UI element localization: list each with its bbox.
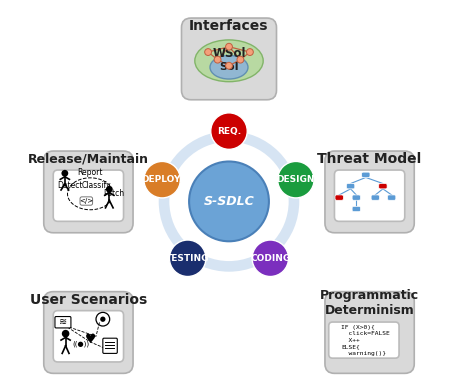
FancyBboxPatch shape [53,311,124,362]
Text: S-SDLC: S-SDLC [204,195,254,208]
FancyBboxPatch shape [181,18,277,100]
Text: </>: </> [79,198,93,204]
Text: DEPLOY.: DEPLOY. [142,175,183,184]
Text: DESIGN: DESIGN [277,175,315,184]
Ellipse shape [210,55,248,79]
Text: Release/Maintain: Release/Maintain [28,153,149,166]
FancyBboxPatch shape [334,170,405,221]
Circle shape [62,330,70,337]
FancyBboxPatch shape [329,322,399,358]
Text: Programmatic
Determinism: Programmatic Determinism [320,289,419,317]
Circle shape [214,56,221,63]
Circle shape [278,162,314,198]
Text: Interfaces: Interfaces [189,19,269,33]
FancyBboxPatch shape [346,184,355,189]
Text: ♥: ♥ [85,333,96,346]
Text: TESTING: TESTING [166,254,209,263]
Circle shape [100,317,105,322]
FancyBboxPatch shape [387,195,396,200]
Text: WSol: WSol [212,47,246,60]
Text: Threat Model: Threat Model [317,152,422,166]
Circle shape [226,43,232,50]
Text: Patch: Patch [104,189,125,198]
Circle shape [189,162,269,241]
Text: Detect: Detect [57,180,83,190]
Text: CODING: CODING [250,254,290,263]
Circle shape [226,62,232,69]
FancyBboxPatch shape [352,206,360,212]
Circle shape [169,240,206,277]
FancyBboxPatch shape [352,195,360,200]
FancyBboxPatch shape [335,195,344,200]
Circle shape [211,113,247,149]
FancyBboxPatch shape [55,317,71,328]
FancyBboxPatch shape [44,292,133,373]
FancyBboxPatch shape [53,170,124,221]
Text: REQ.: REQ. [217,127,241,136]
Text: User Scenarios: User Scenarios [30,293,147,307]
FancyBboxPatch shape [325,292,414,373]
Circle shape [237,56,244,63]
FancyBboxPatch shape [379,184,387,189]
FancyBboxPatch shape [362,172,370,177]
Text: SoI: SoI [219,62,239,71]
Circle shape [252,240,289,277]
Text: IF (X>0){
  click=FALSE
  X++
ELSE{
  warning()}: IF (X>0){ click=FALSE X++ ELSE{ warning(… [341,325,390,356]
FancyBboxPatch shape [371,195,380,200]
Text: Report: Report [77,168,103,177]
Text: Classify: Classify [82,180,112,190]
Text: ((●)): ((●)) [72,340,89,347]
FancyBboxPatch shape [80,197,93,205]
FancyBboxPatch shape [44,151,133,233]
Ellipse shape [195,40,263,82]
Circle shape [246,49,253,55]
Text: ≋: ≋ [59,317,67,327]
FancyBboxPatch shape [103,338,117,353]
Circle shape [106,186,113,193]
FancyBboxPatch shape [325,151,414,233]
Circle shape [205,49,212,55]
Circle shape [144,162,180,198]
Circle shape [61,170,68,177]
